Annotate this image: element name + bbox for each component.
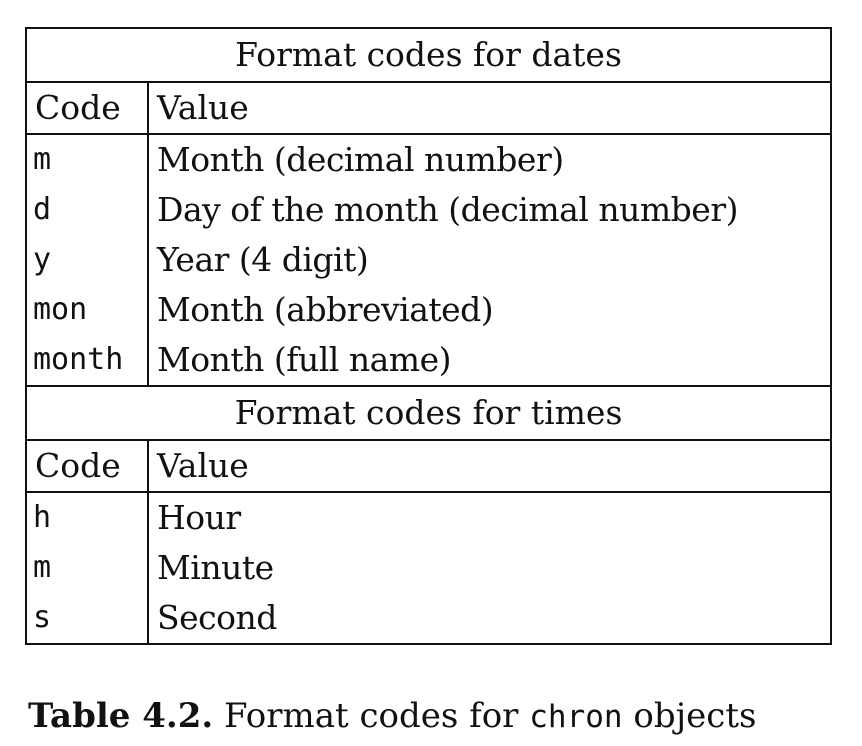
dates-section-title-row: Format codes for dates: [24, 27, 833, 83]
format-description: Year (4 digit): [146, 235, 833, 285]
format-codes-table: Format codes for dates Code Value m Mont…: [24, 27, 833, 645]
format-code: s: [25, 593, 149, 645]
caption-text-after: objects: [622, 696, 757, 736]
times-section-title: Format codes for times: [24, 385, 833, 441]
format-code: m: [25, 543, 149, 593]
table-row: mon Month (abbreviated): [25, 285, 833, 335]
format-description: Day of the month (decimal number): [146, 185, 833, 235]
format-description: Month (full name): [146, 335, 833, 387]
caption-text-before: Format codes for: [213, 696, 530, 736]
format-code: d: [25, 185, 149, 235]
format-description: Hour: [146, 492, 833, 543]
format-description: Month (decimal number): [146, 134, 833, 185]
table-row: y Year (4 digit): [25, 235, 833, 285]
dates-section-title: Format codes for dates: [24, 27, 833, 83]
table-row: d Day of the month (decimal number): [25, 185, 833, 235]
times-section-title-row: Format codes for times: [24, 385, 833, 441]
dates-header-row: Code Value: [25, 82, 833, 135]
format-codes-table-container: Format codes for dates Code Value m Mont…: [24, 27, 833, 645]
format-code: mon: [25, 285, 149, 335]
table-caption: Table 4.2. Format codes for chron object…: [28, 692, 858, 741]
times-value-header: Value: [146, 440, 833, 493]
table-row: s Second: [25, 593, 833, 645]
times-code-header: Code: [25, 440, 149, 493]
caption-label: Table 4.2.: [28, 696, 214, 736]
format-code: h: [25, 492, 149, 543]
format-description: Minute: [146, 543, 833, 593]
dates-code-header: Code: [25, 82, 149, 135]
format-code: m: [25, 134, 149, 185]
format-description: Second: [146, 593, 833, 645]
dates-value-header: Value: [146, 82, 833, 135]
table-row: m Month (decimal number): [25, 134, 833, 185]
format-code: y: [25, 235, 149, 285]
caption-code: chron: [529, 699, 623, 735]
format-code: month: [25, 335, 149, 387]
times-header-row: Code Value: [25, 440, 833, 493]
table-row: h Hour: [25, 492, 833, 543]
table-row: month Month (full name): [25, 335, 833, 387]
table-row: m Minute: [25, 543, 833, 593]
format-description: Month (abbreviated): [146, 285, 833, 335]
